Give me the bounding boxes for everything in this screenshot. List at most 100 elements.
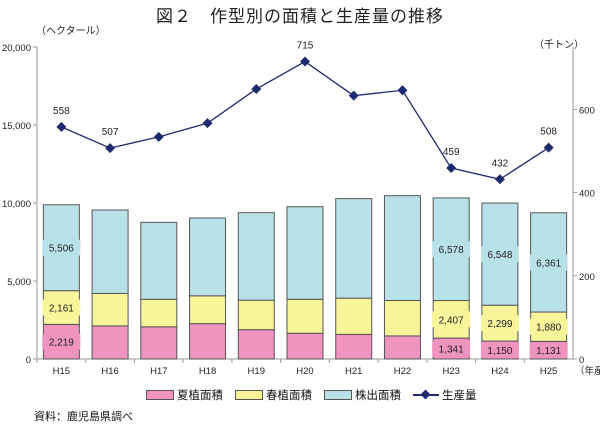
data-label: 6,548 — [487, 250, 512, 261]
data-label-bg — [480, 246, 519, 263]
legend-label: 春植面積 — [266, 388, 312, 402]
production-point — [300, 56, 310, 67]
bar-夏植面積 — [335, 333, 373, 360]
bar-夏植面積 — [383, 335, 421, 360]
bar-株出面積 — [140, 221, 178, 300]
data-label-bg — [432, 340, 471, 357]
right-tick-label: 400 — [579, 189, 595, 200]
x-tick-label: H22 — [394, 366, 411, 377]
right-tick-label: 0 — [579, 355, 584, 366]
right-tick-label: 200 — [579, 272, 595, 283]
legend-label: 生産量 — [442, 388, 477, 402]
source-note: 資料：鹿児島県調べ — [34, 410, 133, 423]
bar-春植面積 — [335, 297, 373, 335]
bar-株出面積 — [237, 212, 275, 301]
production-point — [494, 174, 505, 185]
production-label: 507 — [102, 127, 119, 138]
bar-春植面積 — [91, 292, 129, 327]
bar-春植面積 — [286, 298, 324, 334]
left-tick-label: 15,000 — [2, 121, 31, 132]
data-label-bg — [42, 239, 81, 256]
production-label: 508 — [540, 127, 557, 138]
legend-item-spring: 春植面積 — [235, 387, 312, 403]
right-axis-unit: （千トン） — [534, 40, 584, 51]
production-point — [543, 142, 554, 153]
bar-夏植面積 — [140, 326, 178, 360]
legend: 夏植面積 春植面積 株出面積 生産量 — [146, 387, 477, 403]
bar-春植面積 — [237, 299, 275, 331]
legend-item-production: 生産量 — [413, 387, 477, 403]
bar-株出面積 — [189, 217, 227, 297]
data-label-bg — [480, 342, 519, 359]
data-label-bg — [529, 254, 568, 271]
bar-春植面積 — [383, 300, 421, 337]
left-axis-unit: （ヘクタール） — [36, 26, 106, 37]
left-tick-label: 0 — [26, 355, 31, 366]
bar-株出面積 — [286, 206, 324, 300]
production-point — [56, 121, 67, 132]
x-tick-label: H16 — [101, 366, 118, 377]
data-label: 2,299 — [487, 319, 512, 330]
x-axis-unit: （年産） — [575, 365, 600, 377]
data-label-bg — [432, 241, 471, 258]
data-label-bg — [42, 299, 81, 316]
bar-株出面積 — [383, 195, 421, 301]
production-line — [61, 60, 549, 180]
left-tick-label: 5,000 — [7, 277, 31, 288]
bar-夏植面積 — [286, 332, 324, 360]
legend-swatch — [146, 390, 174, 400]
production-point — [105, 143, 116, 154]
data-label: 1,150 — [487, 346, 512, 357]
data-label-bg — [480, 315, 519, 332]
production-point — [251, 84, 262, 95]
bar-春植面積 — [140, 298, 178, 328]
legend-swatch — [324, 390, 352, 400]
bar-夏植面積 — [91, 325, 129, 360]
data-label-bg — [432, 311, 471, 328]
data-label-bg — [42, 333, 81, 350]
production-label: 459 — [443, 147, 460, 158]
production-point — [446, 163, 457, 174]
production-point — [202, 118, 213, 129]
data-label: 6,578 — [439, 245, 464, 256]
x-tick-label: H21 — [345, 366, 362, 377]
production-point — [397, 85, 408, 96]
data-label: 2,219 — [49, 338, 74, 349]
data-label: 2,407 — [439, 315, 464, 326]
production-label: 715 — [297, 41, 314, 52]
chart-title: 図２ 作型別の面積と生産量の推移 — [156, 7, 444, 27]
x-tick-label: H18 — [199, 366, 216, 377]
legend-label: 株出面積 — [355, 388, 401, 402]
production-label: 432 — [492, 158, 509, 169]
diamond-line-icon — [413, 390, 439, 400]
x-tick-label: H24 — [491, 366, 508, 377]
x-tick-label: H20 — [296, 366, 313, 377]
bar-夏植面積 — [237, 329, 275, 360]
legend-item-ratoon: 株出面積 — [324, 387, 401, 403]
data-label: 1,880 — [536, 323, 561, 334]
legend-label: 夏植面積 — [177, 388, 223, 402]
bar-夏植面積 — [189, 323, 227, 360]
x-tick-label: H17 — [150, 366, 167, 377]
x-tick-label: H19 — [248, 366, 265, 377]
data-label: 1,131 — [536, 346, 561, 357]
legend-item-summer: 夏植面積 — [146, 387, 223, 403]
data-label: 2,161 — [49, 304, 74, 315]
x-tick-label: H23 — [442, 366, 459, 377]
x-tick-label: H15 — [53, 366, 70, 377]
data-label: 5,506 — [49, 244, 74, 255]
bar-株出面積 — [335, 198, 373, 299]
production-point — [348, 90, 359, 101]
data-label: 6,361 — [536, 258, 561, 269]
data-label-bg — [529, 318, 568, 335]
data-label: 1,341 — [439, 345, 464, 356]
right-tick-label: 600 — [579, 105, 595, 116]
bar-株出面積 — [91, 209, 129, 294]
production-label: 558 — [53, 106, 70, 117]
x-tick-label: H25 — [540, 366, 557, 377]
left-tick-label: 20,000 — [2, 43, 31, 54]
legend-swatch — [235, 390, 263, 400]
bar-春植面積 — [189, 295, 227, 325]
production-point — [153, 131, 164, 142]
